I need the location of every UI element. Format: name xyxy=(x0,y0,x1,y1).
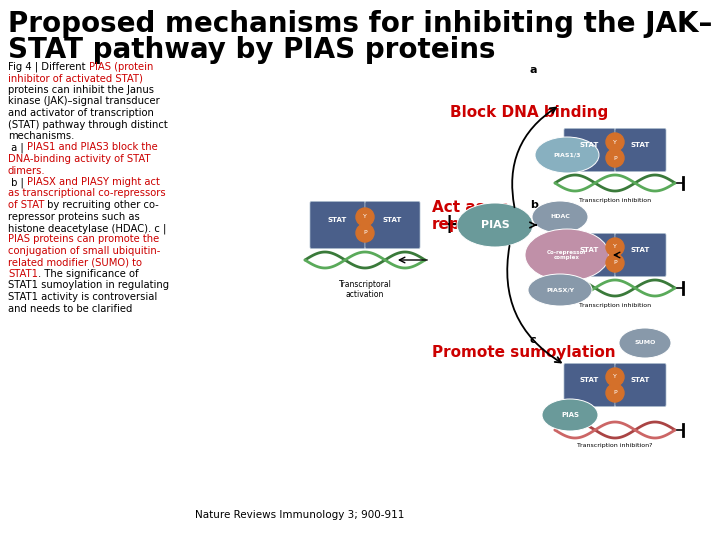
Text: and activator of transcription: and activator of transcription xyxy=(8,108,154,118)
Text: Co-repressor
complex: Co-repressor complex xyxy=(547,249,587,260)
Text: Fig 4 | Different: Fig 4 | Different xyxy=(8,62,89,72)
Text: P: P xyxy=(613,260,617,266)
Text: inhibitor of activated STAT): inhibitor of activated STAT) xyxy=(8,73,143,84)
Text: Act as co-
repressors: Act as co- repressors xyxy=(432,200,523,232)
Text: STAT: STAT xyxy=(580,247,599,253)
Text: histone deacetylase (HDAC). c |: histone deacetylase (HDAC). c | xyxy=(8,223,166,233)
Text: PIAS: PIAS xyxy=(481,220,509,230)
Text: PIAS (protein: PIAS (protein xyxy=(89,62,153,72)
Text: conjugation of small ubiquitin-: conjugation of small ubiquitin- xyxy=(8,246,161,256)
Text: as transcriptional co-repressors: as transcriptional co-repressors xyxy=(8,188,166,199)
Text: Y: Y xyxy=(613,245,617,249)
Text: kinase (JAK)–signal transducer: kinase (JAK)–signal transducer xyxy=(8,97,160,106)
Ellipse shape xyxy=(525,229,609,281)
Circle shape xyxy=(606,384,624,402)
Text: Y: Y xyxy=(613,375,617,380)
Circle shape xyxy=(606,368,624,386)
FancyBboxPatch shape xyxy=(564,363,615,407)
Ellipse shape xyxy=(619,328,671,358)
Text: STAT: STAT xyxy=(328,217,347,223)
Text: c: c xyxy=(530,335,536,345)
FancyBboxPatch shape xyxy=(564,233,615,276)
Text: PIAS1 and PIAS3 block the: PIAS1 and PIAS3 block the xyxy=(27,143,158,152)
Text: Nature Reviews Immunology 3; 900-911: Nature Reviews Immunology 3; 900-911 xyxy=(195,510,405,520)
Text: STAT: STAT xyxy=(631,247,650,253)
Text: and needs to be clarified: and needs to be clarified xyxy=(8,303,132,314)
Text: PIAS proteins can promote the: PIAS proteins can promote the xyxy=(8,234,159,245)
Text: dimers.: dimers. xyxy=(8,165,45,176)
FancyBboxPatch shape xyxy=(615,233,666,276)
Text: STAT1 activity is controversial: STAT1 activity is controversial xyxy=(8,292,157,302)
Ellipse shape xyxy=(457,203,533,247)
Text: Transcription inhibition: Transcription inhibition xyxy=(579,198,651,203)
FancyBboxPatch shape xyxy=(615,129,666,172)
Text: Transcription inhibition: Transcription inhibition xyxy=(579,303,651,308)
Circle shape xyxy=(606,149,624,167)
Text: PIASX and PIASY might act: PIASX and PIASY might act xyxy=(27,177,160,187)
Circle shape xyxy=(606,254,624,272)
Text: STAT pathway by PIAS proteins: STAT pathway by PIAS proteins xyxy=(8,36,495,64)
Circle shape xyxy=(356,224,374,242)
Text: STAT: STAT xyxy=(383,217,402,223)
Text: related modifier (SUMO) to: related modifier (SUMO) to xyxy=(8,258,142,267)
Text: PIAS1/3: PIAS1/3 xyxy=(553,152,581,158)
Text: (STAT) pathway through distinct: (STAT) pathway through distinct xyxy=(8,119,168,130)
Text: b |: b | xyxy=(8,177,27,187)
Text: STAT1: STAT1 xyxy=(8,269,38,279)
Text: STAT: STAT xyxy=(580,142,599,148)
Text: HDAC: HDAC xyxy=(550,214,570,219)
Text: +: + xyxy=(438,211,462,239)
Text: Proposed mechanisms for inhibiting the JAK–: Proposed mechanisms for inhibiting the J… xyxy=(8,10,712,38)
Text: repressor proteins such as: repressor proteins such as xyxy=(8,212,140,221)
Text: STAT: STAT xyxy=(580,377,599,383)
Text: SUMO: SUMO xyxy=(634,341,656,346)
Text: of STAT: of STAT xyxy=(8,200,45,210)
Text: a |: a | xyxy=(8,143,27,153)
Circle shape xyxy=(606,238,624,256)
FancyBboxPatch shape xyxy=(365,201,420,248)
Ellipse shape xyxy=(542,399,598,431)
Text: mechanisms.: mechanisms. xyxy=(8,131,74,141)
FancyBboxPatch shape xyxy=(615,363,666,407)
Text: PIAS: PIAS xyxy=(561,412,579,418)
Text: DNA-binding activity of STAT: DNA-binding activity of STAT xyxy=(8,154,150,164)
Circle shape xyxy=(356,208,374,226)
Ellipse shape xyxy=(535,137,599,173)
Text: STAT1 sumoylation in regulating: STAT1 sumoylation in regulating xyxy=(8,280,169,291)
Text: Y: Y xyxy=(363,214,367,219)
Text: Block DNA binding: Block DNA binding xyxy=(450,105,608,120)
Circle shape xyxy=(606,133,624,151)
Text: Y: Y xyxy=(613,139,617,145)
Text: PIASX/Y: PIASX/Y xyxy=(546,287,574,293)
Text: a: a xyxy=(530,65,538,75)
Text: Promote sumoylation: Promote sumoylation xyxy=(432,345,616,360)
Text: P: P xyxy=(613,156,617,160)
FancyBboxPatch shape xyxy=(564,129,615,172)
Text: STAT: STAT xyxy=(631,142,650,148)
Text: Transcription inhibition?: Transcription inhibition? xyxy=(577,443,653,448)
Text: P: P xyxy=(363,231,366,235)
Text: . The significance of: . The significance of xyxy=(38,269,139,279)
Text: P: P xyxy=(613,390,617,395)
FancyBboxPatch shape xyxy=(310,201,365,248)
Text: b: b xyxy=(530,200,538,210)
Text: by recruiting other co-: by recruiting other co- xyxy=(45,200,159,210)
Ellipse shape xyxy=(532,201,588,233)
Text: proteins can inhibit the Janus: proteins can inhibit the Janus xyxy=(8,85,154,95)
Text: Transcriptoral
activation: Transcriptoral activation xyxy=(338,280,392,299)
Ellipse shape xyxy=(528,274,592,306)
Text: STAT: STAT xyxy=(631,377,650,383)
